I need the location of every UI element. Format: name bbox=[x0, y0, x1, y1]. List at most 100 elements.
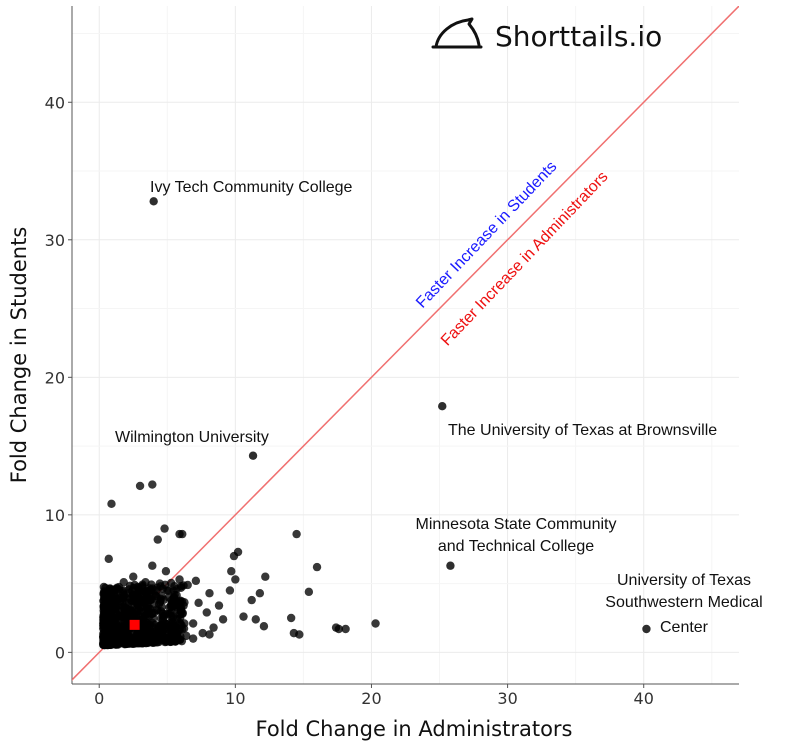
data-point bbox=[227, 567, 236, 576]
annotation-utsw-line3: Center bbox=[660, 619, 709, 636]
data-point bbox=[239, 612, 248, 621]
data-point bbox=[214, 601, 224, 610]
data-point bbox=[259, 622, 269, 631]
reference-line bbox=[72, 6, 739, 681]
data-point bbox=[148, 480, 157, 489]
data-point bbox=[99, 587, 109, 596]
data-point bbox=[292, 529, 301, 539]
data-point bbox=[198, 628, 207, 638]
data-point bbox=[116, 593, 126, 602]
data-point bbox=[149, 599, 159, 608]
labeled-data-point bbox=[642, 624, 651, 634]
data-point bbox=[205, 589, 214, 598]
data-point bbox=[261, 572, 270, 581]
data-point bbox=[126, 605, 135, 614]
data-point bbox=[120, 631, 130, 641]
y-tick-label: 30 bbox=[45, 231, 65, 250]
data-point bbox=[107, 499, 116, 509]
y-axis-title: Fold Change in Students bbox=[7, 227, 31, 484]
data-point bbox=[124, 598, 134, 608]
annotation-wilmington: Wilmington University bbox=[115, 429, 269, 446]
data-point bbox=[130, 580, 139, 590]
data-point bbox=[188, 619, 198, 628]
brand-name: Shorttails.io bbox=[495, 20, 662, 53]
data-point bbox=[231, 575, 240, 584]
annotation-brownsville: The University of Texas at Brownsville bbox=[448, 422, 717, 439]
x-axis-title: Fold Change in Administrators bbox=[255, 717, 572, 741]
axes bbox=[71, 6, 739, 685]
data-point bbox=[251, 615, 260, 624]
data-point bbox=[160, 524, 169, 533]
data-point bbox=[154, 627, 164, 636]
data-point bbox=[175, 575, 184, 584]
data-point bbox=[109, 638, 119, 647]
data-point bbox=[156, 582, 165, 591]
data-point bbox=[101, 628, 111, 638]
data-point bbox=[162, 637, 171, 646]
data-point bbox=[135, 595, 145, 605]
data-point bbox=[142, 602, 152, 612]
y-tick-label: 20 bbox=[45, 368, 65, 387]
data-point bbox=[168, 633, 177, 642]
data-point bbox=[304, 587, 314, 597]
data-point bbox=[202, 608, 211, 617]
data-point bbox=[163, 586, 172, 595]
data-point bbox=[111, 584, 120, 594]
data-point bbox=[167, 600, 176, 609]
data-point bbox=[312, 562, 322, 572]
identity-line bbox=[72, 6, 739, 681]
data-point bbox=[157, 602, 167, 612]
data-point bbox=[159, 613, 168, 623]
annotation-minnesota-line1: Minnesota State Community bbox=[416, 516, 617, 533]
data-point bbox=[116, 616, 126, 625]
data-point bbox=[157, 620, 167, 630]
data-point bbox=[135, 481, 145, 491]
x-tick-label: 0 bbox=[94, 689, 104, 708]
data-point bbox=[341, 624, 350, 634]
data-point bbox=[182, 631, 191, 641]
data-point bbox=[183, 580, 192, 590]
x-tick-label: 10 bbox=[225, 689, 245, 708]
data-point bbox=[334, 624, 343, 634]
labeled-data-point bbox=[149, 197, 158, 206]
data-point bbox=[150, 634, 160, 643]
data-point bbox=[148, 561, 157, 570]
data-point bbox=[205, 630, 214, 639]
labeled-data-point bbox=[248, 451, 258, 460]
annotation-utsw-line1: University of Texas bbox=[617, 572, 751, 589]
annotations: Ivy Tech Community College Wilmington Un… bbox=[115, 179, 763, 636]
grid-lines bbox=[72, 6, 739, 684]
data-point bbox=[247, 595, 256, 605]
annotation-utsw-line2: Southwestern Medical bbox=[605, 594, 762, 611]
data-point bbox=[176, 606, 186, 616]
x-tick-label: 40 bbox=[634, 689, 654, 708]
data-point bbox=[209, 623, 218, 632]
annotation-ivy-tech: Ivy Tech Community College bbox=[150, 179, 353, 196]
data-points bbox=[99, 480, 380, 650]
data-point bbox=[139, 635, 149, 645]
data-point bbox=[161, 567, 171, 576]
data-point bbox=[131, 612, 141, 621]
data-point bbox=[129, 590, 139, 599]
highlight-point bbox=[129, 619, 140, 630]
labeled-data-point bbox=[438, 401, 447, 411]
data-point bbox=[103, 615, 112, 624]
annotation-minnesota-line2: and Technical College bbox=[438, 538, 594, 555]
data-point bbox=[153, 535, 162, 544]
data-point bbox=[286, 613, 296, 623]
y-tick-label: 40 bbox=[45, 93, 65, 112]
data-point bbox=[178, 529, 187, 539]
data-point bbox=[172, 615, 182, 624]
data-point bbox=[225, 586, 235, 595]
data-point bbox=[145, 628, 154, 638]
data-point bbox=[104, 554, 113, 564]
data-point bbox=[233, 547, 243, 557]
y-tick-label: 10 bbox=[45, 506, 65, 525]
data-point bbox=[152, 591, 161, 601]
data-point bbox=[191, 576, 201, 586]
data-point bbox=[105, 594, 115, 603]
data-point bbox=[295, 630, 304, 639]
x-tick-label: 30 bbox=[497, 689, 517, 708]
labeled-points bbox=[149, 197, 651, 634]
